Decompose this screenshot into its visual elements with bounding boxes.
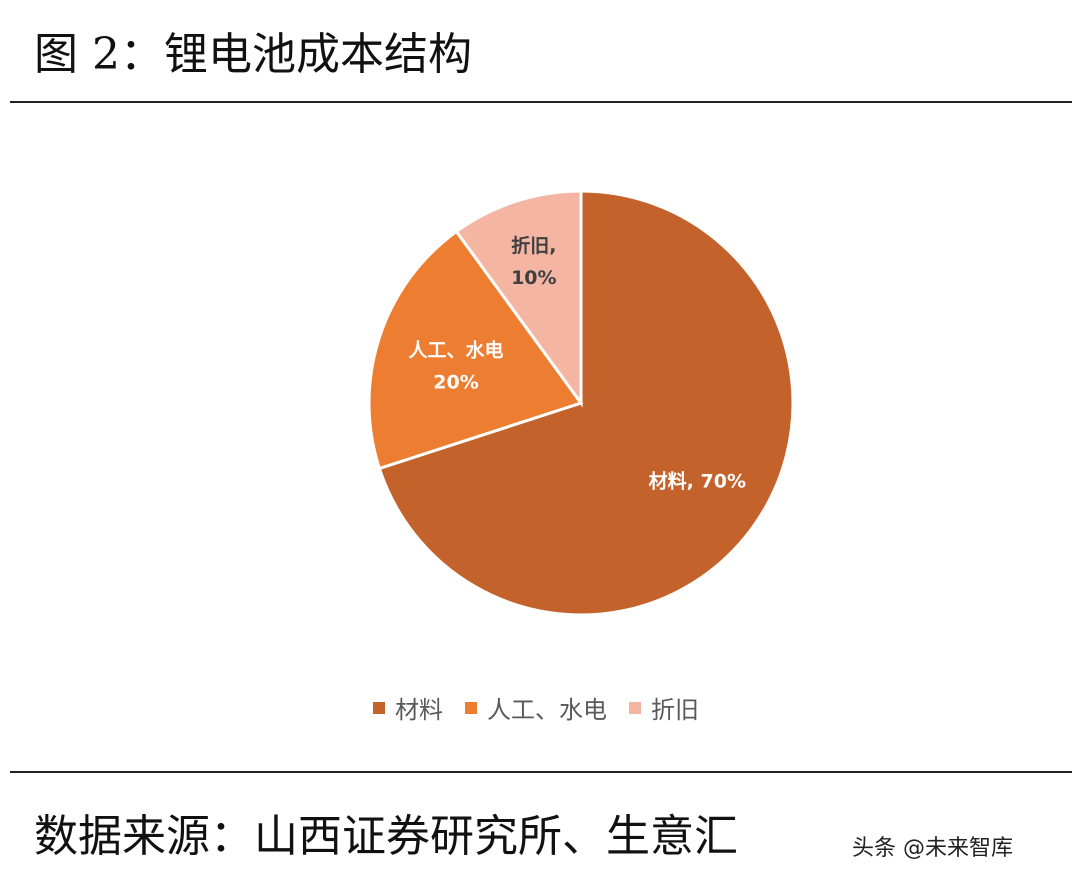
data-label-materials: 材料, 70% [649, 469, 746, 492]
pie-slice-depreciation [454, 189, 583, 408]
data-label-labor-category: 人工、水电 [408, 338, 503, 361]
data-source: 数据来源：山西证券研究所、生意汇 [34, 811, 738, 862]
pie-slice-labor [367, 229, 584, 471]
legend-swatch-labor [465, 701, 477, 714]
legend-item-depreciation: 折旧 [629, 690, 699, 725]
legend-label-labor: 人工、水电 [487, 696, 607, 724]
legend-swatch-materials [373, 701, 385, 714]
chart-legend: 材料 人工、水电 折旧 [0, 690, 1072, 725]
data-label-depreciation: 折旧, 10% [511, 235, 556, 289]
legend-item-materials: 材料 [373, 690, 443, 725]
pie-chart: 材料, 70% 人工、水电 20% 折旧, 10% [367, 189, 795, 617]
legend-label-materials: 材料 [395, 696, 443, 724]
pie-slice-materials [377, 189, 795, 617]
data-label-depreciation-value: 10% [511, 267, 556, 289]
data-label-depreciation-category: 折旧, [511, 235, 556, 257]
legend-label-depreciation: 折旧 [651, 696, 699, 724]
data-label-labor-value: 20% [433, 371, 478, 393]
top-rule [10, 101, 1072, 103]
legend-item-labor: 人工、水电 [465, 690, 607, 725]
bottom-rule [10, 771, 1072, 773]
figure-title: 图 2：锂电池成本结构 [34, 29, 472, 80]
watermark: 头条 @未来智库 [852, 836, 1013, 861]
legend-swatch-depreciation [629, 701, 641, 714]
data-label-labor: 人工、水电 20% [408, 338, 503, 393]
